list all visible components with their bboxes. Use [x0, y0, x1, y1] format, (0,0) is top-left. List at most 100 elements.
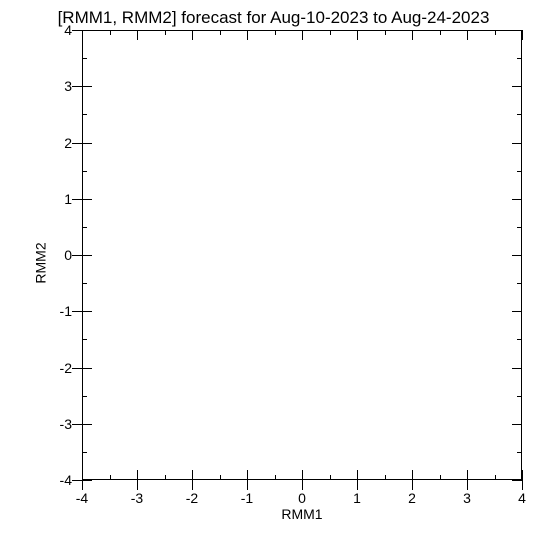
y-tick-minor [82, 227, 87, 228]
x-tick-minor [330, 30, 331, 35]
x-tick [357, 30, 358, 40]
y-tick [72, 30, 82, 31]
x-axis-label: RMM1 [272, 506, 332, 522]
y-tick [72, 143, 82, 144]
y-tick [82, 311, 92, 312]
y-tick-minor [82, 396, 87, 397]
x-tick-label: -3 [131, 490, 143, 506]
x-tick-minor [385, 475, 386, 480]
y-tick [512, 143, 522, 144]
y-tick-minor [82, 283, 87, 284]
x-tick [412, 30, 413, 40]
x-tick [302, 470, 303, 480]
y-tick-minor [82, 58, 87, 59]
y-tick [512, 30, 522, 31]
y-tick-minor [517, 227, 522, 228]
x-tick-minor [275, 475, 276, 480]
y-tick [72, 255, 82, 256]
y-axis-label: RMM2 [33, 242, 49, 283]
y-tick [512, 368, 522, 369]
x-tick [137, 480, 138, 490]
x-tick [467, 480, 468, 490]
x-tick [412, 480, 413, 490]
x-tick-minor [495, 30, 496, 35]
x-tick [467, 30, 468, 40]
y-tick [512, 480, 522, 481]
x-tick-minor [275, 30, 276, 35]
y-tick-label: 0 [48, 247, 72, 263]
chart-title: [RMM1, RMM2] forecast for Aug-10-2023 to… [0, 8, 547, 28]
x-tick [467, 470, 468, 480]
y-tick [82, 30, 92, 31]
y-tick-minor [517, 58, 522, 59]
y-tick [82, 255, 92, 256]
x-tick [522, 470, 523, 480]
y-tick-minor [517, 452, 522, 453]
x-tick [137, 30, 138, 40]
x-tick-label: -1 [241, 490, 253, 506]
y-tick [82, 368, 92, 369]
x-tick [192, 480, 193, 490]
x-tick [302, 480, 303, 490]
x-tick-label: 1 [353, 490, 361, 506]
x-tick-minor [165, 475, 166, 480]
y-tick [82, 480, 92, 481]
y-tick [512, 199, 522, 200]
x-tick [247, 30, 248, 40]
y-tick [72, 311, 82, 312]
x-tick-minor [385, 30, 386, 35]
y-tick-label: -4 [48, 472, 72, 488]
x-tick-minor [165, 30, 166, 35]
x-tick-minor [220, 30, 221, 35]
x-tick-minor [330, 475, 331, 480]
y-tick [72, 368, 82, 369]
y-tick-label: -2 [48, 360, 72, 376]
x-tick [247, 470, 248, 480]
y-tick [512, 255, 522, 256]
x-tick-label: 2 [408, 490, 416, 506]
x-tick [302, 30, 303, 40]
y-tick-minor [517, 396, 522, 397]
x-tick-label: 4 [518, 490, 526, 506]
y-tick [82, 143, 92, 144]
x-tick-label: 3 [463, 490, 471, 506]
y-tick-minor [517, 283, 522, 284]
y-tick-minor [517, 339, 522, 340]
y-tick [72, 86, 82, 87]
x-tick [357, 480, 358, 490]
y-tick-minor [517, 171, 522, 172]
y-tick-minor [82, 114, 87, 115]
x-tick [522, 480, 523, 490]
x-tick [412, 470, 413, 480]
x-tick-minor [110, 30, 111, 35]
y-tick-minor [82, 171, 87, 172]
chart-container: [RMM1, RMM2] forecast for Aug-10-2023 to… [0, 0, 547, 547]
x-tick-minor [220, 475, 221, 480]
x-tick-label: -4 [76, 490, 88, 506]
y-tick-label: 4 [48, 22, 72, 38]
x-tick [522, 30, 523, 40]
y-tick-label: 1 [48, 191, 72, 207]
x-tick-label: -2 [186, 490, 198, 506]
y-tick-minor [517, 114, 522, 115]
x-tick-minor [440, 475, 441, 480]
x-tick [137, 470, 138, 480]
x-tick-label: 0 [298, 490, 306, 506]
x-tick [357, 470, 358, 480]
y-tick [72, 199, 82, 200]
y-tick [82, 424, 92, 425]
x-tick [192, 470, 193, 480]
y-tick-label: 2 [48, 135, 72, 151]
x-tick-minor [495, 475, 496, 480]
y-tick [512, 86, 522, 87]
y-tick [82, 199, 92, 200]
y-tick [72, 480, 82, 481]
x-tick [247, 480, 248, 490]
y-tick-minor [82, 452, 87, 453]
y-tick [72, 424, 82, 425]
x-tick-minor [110, 475, 111, 480]
y-tick-label: -3 [48, 416, 72, 432]
x-tick-minor [440, 30, 441, 35]
y-tick-label: -1 [48, 303, 72, 319]
y-tick-label: 3 [48, 78, 72, 94]
